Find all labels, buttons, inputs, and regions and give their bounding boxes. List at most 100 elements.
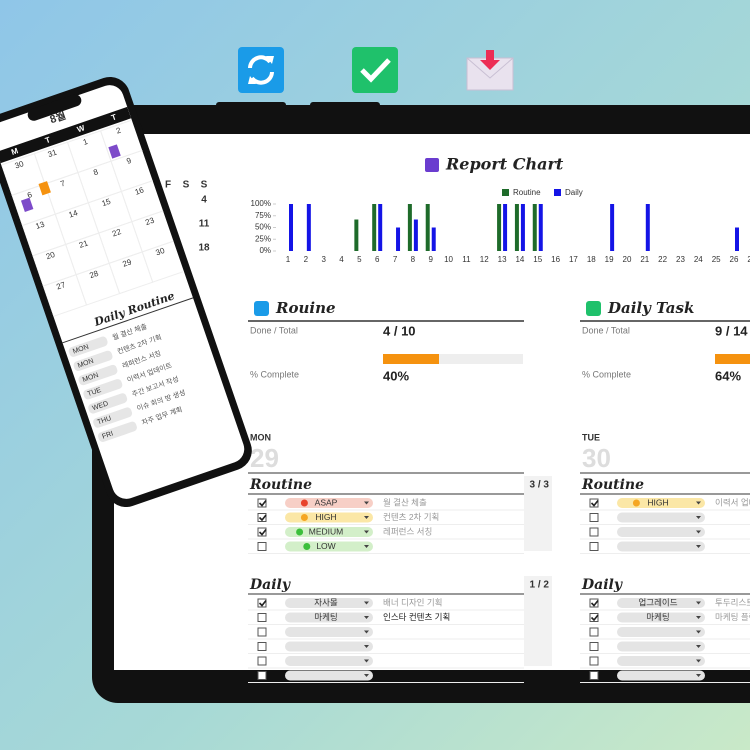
dropdown-arrow bbox=[364, 645, 369, 648]
date: 29 bbox=[121, 257, 133, 269]
done-label: Done / Total bbox=[582, 325, 630, 335]
x-tick-label: 12 bbox=[480, 255, 489, 264]
sheet: Report Chart 0% 25% 50% 75% 100% Routine Daily 1… bbox=[165, 155, 750, 683]
day-pill[interactable] bbox=[68, 335, 109, 357]
bar bbox=[372, 204, 377, 251]
checkbox[interactable] bbox=[589, 513, 599, 522]
day-pill[interactable] bbox=[82, 378, 123, 400]
bar bbox=[431, 227, 436, 251]
x-tick-label: 24 bbox=[694, 255, 703, 264]
bar bbox=[378, 204, 383, 251]
checkbox[interactable] bbox=[257, 527, 267, 537]
task: 이력서 업데이트 bbox=[715, 497, 750, 507]
dropdown-arrow bbox=[364, 659, 369, 663]
checkbox[interactable] bbox=[589, 613, 599, 622]
x-tick-label: 6 bbox=[375, 255, 380, 264]
day: MON bbox=[72, 344, 90, 356]
tag-pill[interactable] bbox=[285, 670, 373, 681]
checkbox[interactable] bbox=[257, 642, 267, 651]
progress-bar bbox=[715, 354, 750, 364]
task: 투두리스트 UI 디자인 bbox=[715, 597, 750, 607]
date: 7 bbox=[59, 179, 67, 189]
tag-pill[interactable] bbox=[617, 598, 705, 608]
sync-icon[interactable] bbox=[238, 47, 284, 93]
checkbox[interactable] bbox=[257, 656, 267, 666]
checkbox[interactable] bbox=[589, 527, 599, 537]
checkbox[interactable] bbox=[589, 542, 599, 551]
tag-pill[interactable] bbox=[617, 498, 705, 508]
task: 레퍼런스 서칭 bbox=[383, 526, 432, 536]
tag-label: 마케팅 bbox=[314, 612, 337, 622]
x-tick-label: 22 bbox=[658, 255, 667, 264]
day-pill[interactable] bbox=[92, 406, 133, 428]
dropdown-arrow bbox=[696, 616, 701, 619]
dropdown-arrow bbox=[696, 659, 701, 663]
tag-pill[interactable] bbox=[617, 541, 705, 552]
day-pill[interactable] bbox=[87, 392, 128, 414]
percent-label: % Complete bbox=[250, 369, 299, 379]
checkbox[interactable] bbox=[257, 613, 267, 622]
tag-pill[interactable] bbox=[285, 512, 373, 523]
x-tick-label: 26 bbox=[730, 255, 739, 264]
tag-pill[interactable] bbox=[285, 527, 373, 537]
day-pill[interactable] bbox=[77, 364, 118, 386]
x-tick-label: 9 bbox=[428, 255, 433, 264]
weekday: M bbox=[10, 146, 20, 157]
checkbox[interactable] bbox=[257, 598, 267, 608]
check-icon[interactable] bbox=[352, 47, 398, 93]
date: 13 bbox=[34, 219, 46, 231]
tag-pill[interactable] bbox=[285, 598, 373, 608]
tag-pill[interactable] bbox=[285, 641, 373, 652]
section-icon bbox=[254, 301, 269, 316]
dropdown-arrow bbox=[364, 674, 369, 677]
tag-pill[interactable] bbox=[285, 612, 373, 623]
checkbox[interactable] bbox=[589, 656, 599, 666]
task: 컨텐츠 2차 기획 bbox=[383, 512, 439, 522]
weekday: F bbox=[165, 180, 171, 191]
checkbox[interactable] bbox=[589, 642, 599, 651]
bar bbox=[396, 227, 401, 251]
tag-pill[interactable] bbox=[617, 612, 705, 623]
checkbox[interactable] bbox=[589, 498, 599, 508]
day-pill[interactable] bbox=[97, 421, 138, 443]
day-pill[interactable] bbox=[73, 350, 114, 372]
routine-title: Routine bbox=[581, 477, 644, 493]
done-value: 4 / 10 bbox=[383, 323, 416, 338]
tag-pill[interactable] bbox=[285, 656, 373, 666]
checkmark bbox=[590, 600, 599, 607]
x-tick-label: 27 bbox=[747, 255, 750, 264]
tag-pill[interactable] bbox=[285, 627, 373, 637]
rule bbox=[62, 297, 194, 344]
checkbox[interactable] bbox=[589, 671, 599, 680]
tag-pill[interactable] bbox=[617, 641, 705, 652]
bar bbox=[413, 219, 418, 251]
date: 18 bbox=[198, 243, 210, 254]
checkbox[interactable] bbox=[257, 627, 267, 637]
checkbox[interactable] bbox=[589, 598, 599, 608]
percent-value: 64% bbox=[715, 368, 741, 383]
mail-icon[interactable] bbox=[466, 50, 514, 91]
daily-title: Daily bbox=[249, 577, 291, 593]
checkbox[interactable] bbox=[257, 498, 267, 508]
dropdown-arrow bbox=[696, 545, 701, 548]
weekday: S bbox=[183, 180, 190, 191]
count-column bbox=[524, 476, 552, 551]
y-tick-label: 75% bbox=[255, 211, 271, 220]
checkbox[interactable] bbox=[257, 513, 267, 522]
dropdown-arrow bbox=[696, 674, 701, 677]
bar bbox=[407, 204, 412, 251]
checkbox[interactable] bbox=[589, 627, 599, 637]
x-tick-label: 13 bbox=[498, 255, 507, 264]
tag-pill[interactable] bbox=[285, 498, 373, 508]
tag-pill[interactable] bbox=[617, 627, 705, 637]
checkbox[interactable] bbox=[257, 542, 267, 551]
date: 30 bbox=[582, 443, 611, 473]
checkmark bbox=[258, 529, 267, 536]
checkbox[interactable] bbox=[257, 671, 267, 680]
day: FRI bbox=[101, 430, 114, 440]
tag-pill[interactable] bbox=[617, 527, 705, 537]
tag-pill[interactable] bbox=[617, 656, 705, 666]
tag-pill[interactable] bbox=[617, 670, 705, 681]
tag-pill[interactable] bbox=[617, 512, 705, 523]
